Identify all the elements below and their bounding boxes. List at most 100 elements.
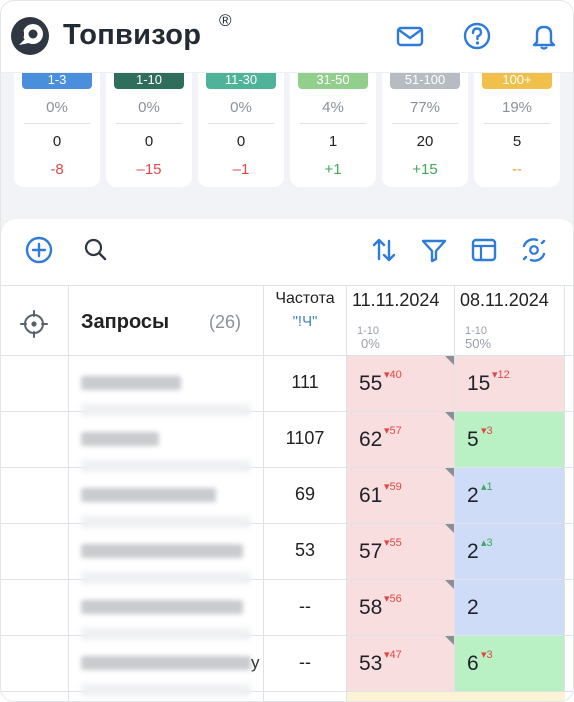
group-delta: –1 bbox=[232, 161, 250, 178]
position-cell[interactable]: 58 ▾56 bbox=[347, 580, 454, 635]
divider bbox=[392, 123, 458, 124]
divider bbox=[24, 123, 90, 124]
table-row[interactable]: 53 57 ▾55 2 ▴3 bbox=[1, 524, 573, 584]
frequency-column-header[interactable]: Частота bbox=[275, 290, 335, 307]
divider bbox=[1, 523, 573, 524]
position-cell[interactable]: 57 ▾55 bbox=[347, 524, 454, 579]
group-delta: –15 bbox=[136, 161, 162, 178]
add-icon[interactable] bbox=[24, 235, 54, 265]
position-value: 55 bbox=[359, 372, 383, 395]
position-cell[interactable]: 2 ▴3 bbox=[455, 524, 564, 579]
query-text-redacted[interactable] bbox=[81, 656, 251, 670]
group-count: 0 bbox=[236, 133, 246, 150]
query-text-redacted[interactable] bbox=[81, 544, 243, 558]
divider bbox=[484, 123, 550, 124]
queries-column-header[interactable]: Запросы bbox=[81, 311, 170, 333]
snippet-corner-marker bbox=[445, 524, 454, 533]
query-text-redacted[interactable] bbox=[81, 376, 181, 390]
date-column-header[interactable]: 11.11.2024 bbox=[352, 290, 440, 310]
group-card-1-3[interactable]: 1-3 0% 0 -8 bbox=[14, 73, 100, 187]
date-column-header[interactable]: 08.11.2024 bbox=[460, 290, 549, 310]
table-row[interactable]: -- 58 ▾56 2 bbox=[1, 580, 573, 640]
topvisor-logo-icon[interactable] bbox=[9, 15, 51, 57]
position-cell[interactable]: 62 ▾57 bbox=[347, 412, 454, 467]
group-count: 5 bbox=[512, 133, 522, 150]
frequency-value: -- bbox=[299, 596, 311, 616]
search-icon[interactable] bbox=[81, 235, 111, 265]
group-card-1-10[interactable]: 1-10 0% 0 –15 bbox=[106, 73, 192, 187]
frequency-value: 1107 bbox=[285, 428, 325, 448]
divider bbox=[1, 635, 573, 636]
divider bbox=[1, 285, 573, 286]
next-row-partial bbox=[347, 692, 565, 701]
settings-icon[interactable] bbox=[519, 235, 549, 265]
frequency-type-selector[interactable]: "!Ч" bbox=[292, 313, 318, 330]
snippet-corner-marker bbox=[445, 580, 454, 589]
group-count: 20 bbox=[416, 133, 434, 150]
position-change-down: ▾12 bbox=[492, 369, 510, 381]
snippet-corner-marker bbox=[445, 636, 454, 645]
group-badge: 1-3 bbox=[22, 73, 92, 89]
sort-icon[interactable] bbox=[369, 235, 399, 265]
group-badge: 1-10 bbox=[114, 73, 184, 89]
table-row[interactable]: 69 61 ▾59 2 ▴1 bbox=[1, 468, 573, 528]
query-text-redacted-ghost bbox=[81, 516, 251, 528]
mail-icon[interactable] bbox=[395, 21, 425, 51]
table-row[interactable]: у -- 53 ▾47 6 ▾3 bbox=[1, 636, 573, 696]
position-change-down: ▾57 bbox=[384, 425, 402, 437]
divider bbox=[346, 285, 347, 701]
help-icon[interactable] bbox=[462, 21, 492, 51]
table-row[interactable]: 111 55 ▾40 15 ▾12 bbox=[1, 356, 573, 416]
date-column-range: 1-10 bbox=[465, 325, 488, 337]
position-cell[interactable]: 2 ▴1 bbox=[455, 468, 564, 523]
position-cell[interactable]: 5 ▾3 bbox=[455, 412, 564, 467]
position-cell[interactable]: 15 ▾12 bbox=[455, 356, 564, 411]
group-card-11-30[interactable]: 11-30 0% 0 –1 bbox=[198, 73, 284, 187]
divider bbox=[454, 285, 455, 701]
position-cell[interactable]: 61 ▾59 bbox=[347, 468, 454, 523]
query-text-redacted-ghost bbox=[81, 572, 251, 584]
divider bbox=[1, 691, 573, 692]
group-count: 0 bbox=[144, 133, 154, 150]
position-cell[interactable]: 2 bbox=[455, 580, 564, 635]
position-change-down: ▾56 bbox=[384, 593, 402, 605]
positions-panel: Запросы (26) Частота "!Ч" 11.11.2024 1-1… bbox=[1, 219, 573, 701]
group-card-31-50[interactable]: 31-50 4% 1 +1 bbox=[290, 73, 376, 187]
frequency-value: -- bbox=[299, 652, 311, 672]
frequency-value: 111 bbox=[291, 372, 319, 392]
query-text-redacted[interactable] bbox=[81, 600, 243, 614]
position-value: 2 bbox=[467, 484, 479, 507]
position-cell[interactable]: 53 ▾47 bbox=[347, 636, 454, 691]
group-badge: 100+ bbox=[482, 73, 552, 89]
divider bbox=[263, 285, 264, 701]
target-icon[interactable] bbox=[19, 309, 49, 339]
position-value: 53 bbox=[359, 652, 383, 675]
query-text-redacted-ghost bbox=[81, 684, 251, 696]
position-cell[interactable]: 55 ▾40 bbox=[347, 356, 454, 411]
snippet-corner-marker bbox=[445, 356, 454, 365]
brand-registered-mark: ® bbox=[219, 11, 232, 30]
group-card-100-plus[interactable]: 100+ 19% 5 -- bbox=[474, 73, 560, 187]
snippet-corner-marker bbox=[445, 412, 454, 421]
position-value: 5 bbox=[467, 428, 479, 451]
group-badge: 51-100 bbox=[390, 73, 460, 89]
brand-name[interactable]: Топвизор bbox=[63, 19, 202, 51]
group-percent: 0% bbox=[138, 99, 160, 116]
position-change-down: ▾40 bbox=[384, 369, 402, 381]
position-change-down: ▾55 bbox=[384, 537, 402, 549]
group-delta: -- bbox=[512, 161, 522, 178]
position-groups: 1-3 0% 0 -8 1-10 0% 0 –15 11-30 0% 0 –1 … bbox=[1, 73, 573, 191]
position-value: 15 bbox=[467, 372, 491, 395]
columns-icon[interactable] bbox=[469, 235, 499, 265]
query-text-redacted[interactable] bbox=[81, 488, 216, 502]
filter-icon[interactable] bbox=[419, 235, 449, 265]
position-cell[interactable]: 6 ▾3 bbox=[455, 636, 564, 691]
query-text-redacted-ghost bbox=[81, 460, 251, 472]
table-row[interactable]: 1107 62 ▾57 5 ▾3 bbox=[1, 412, 573, 472]
group-percent: 4% bbox=[322, 99, 344, 116]
bell-icon[interactable] bbox=[529, 21, 559, 51]
group-card-51-100[interactable]: 51-100 77% 20 +15 bbox=[382, 73, 468, 187]
divider bbox=[116, 123, 182, 124]
position-change-down: ▾3 bbox=[481, 649, 493, 661]
query-text-redacted[interactable] bbox=[81, 432, 159, 446]
